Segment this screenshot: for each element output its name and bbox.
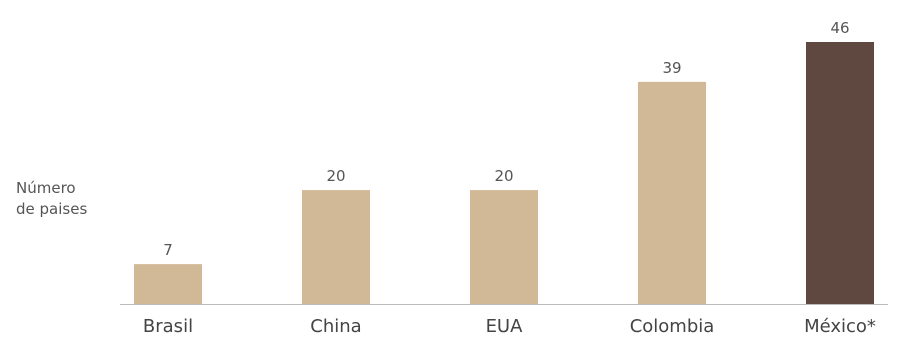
x-tick-label: México* bbox=[804, 316, 876, 337]
data-label: 7 bbox=[163, 241, 173, 259]
x-tick-label: Colombia bbox=[630, 316, 715, 337]
data-label: 20 bbox=[326, 167, 345, 185]
bar-colombia bbox=[638, 81, 706, 304]
x-tick-label: EUA bbox=[486, 316, 524, 337]
bar-m-xico bbox=[806, 42, 874, 304]
data-label: 20 bbox=[494, 167, 513, 185]
bar-eua bbox=[470, 190, 538, 304]
data-label: 39 bbox=[662, 59, 681, 77]
x-tick-label: Brasil bbox=[143, 316, 193, 337]
bar-brasil bbox=[134, 264, 202, 304]
x-tick-label: China bbox=[310, 316, 361, 337]
data-label: 46 bbox=[830, 19, 849, 37]
bar-china bbox=[302, 190, 370, 304]
y-axis-label: Número de paises bbox=[16, 179, 88, 218]
